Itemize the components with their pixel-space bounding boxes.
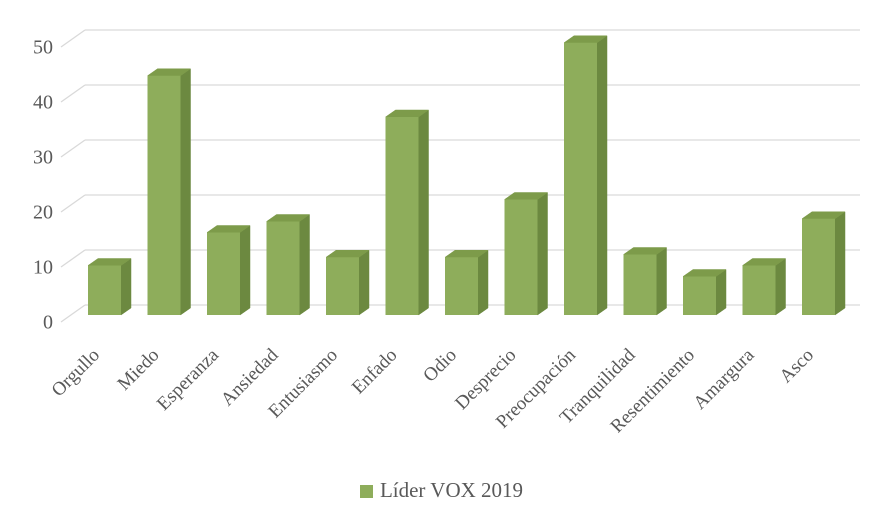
bar-side-face <box>596 35 608 316</box>
bar-side-face <box>239 225 251 316</box>
x-axis-label-Amargura: Amargura <box>689 344 758 413</box>
bar-Miedo <box>146 68 192 316</box>
bar-Asco <box>801 211 846 316</box>
bar-front-face <box>88 265 121 315</box>
x-axis-label-Orgullo: Orgullo <box>48 345 104 401</box>
bar-Ansiedad <box>265 214 311 316</box>
bar-side-face <box>299 214 310 316</box>
y-axis-tick-20 <box>60 194 86 213</box>
bar-Desprecio <box>503 192 549 316</box>
bar-front-face <box>207 232 240 315</box>
bar-front-face <box>385 117 419 315</box>
bar-Entusiasmo <box>325 249 370 316</box>
bar-front-face <box>266 221 300 315</box>
y-axis-tick-30 <box>60 139 86 158</box>
bar-side-face <box>834 211 846 316</box>
y-axis-label-0: 0 <box>43 312 53 334</box>
y-axis-label-20: 20 <box>33 202 53 224</box>
bar-Resentimiento <box>682 269 727 316</box>
bar-front-face <box>564 42 597 315</box>
bar-side-face <box>537 192 548 316</box>
bar-Tranquilidad <box>622 247 668 316</box>
bar-front-face <box>742 265 776 315</box>
bar-side-face <box>656 247 667 316</box>
legend-series-label: Líder VOX 2019 <box>379 478 524 502</box>
bar-side-face <box>477 249 489 316</box>
y-axis-label-10: 10 <box>33 257 53 279</box>
bar-front-face <box>445 257 478 315</box>
bar-Preocupación <box>563 35 608 316</box>
x-axis-label-Asco: Asco <box>776 345 818 387</box>
bar-side-face <box>418 109 429 316</box>
y-axis-tick-10 <box>60 249 86 268</box>
bar-side-face <box>775 258 786 316</box>
y-axis-tick-40 <box>60 84 86 103</box>
x-axis-label-Miedo: Miedo <box>114 345 164 395</box>
y-axis-label-40: 40 <box>33 92 53 114</box>
y-axis-label-30: 30 <box>33 147 53 169</box>
bar-front-face <box>504 199 538 315</box>
bar-Esperanza <box>206 225 251 316</box>
bar-Odio <box>444 249 489 316</box>
x-axis-label-Enfado: Enfado <box>348 345 402 399</box>
legend-swatch-icon <box>359 485 373 498</box>
x-axis-label-Odio: Odio <box>419 345 461 387</box>
bar-side-face <box>358 249 370 316</box>
bar-side-face <box>715 269 727 316</box>
bar-front-face <box>326 257 359 315</box>
bar-front-face <box>623 254 657 315</box>
bar-front-face <box>147 75 181 315</box>
bar-side-face <box>120 258 132 316</box>
bar-side-face <box>180 68 191 316</box>
bar-Enfado <box>384 109 430 316</box>
y-axis-tick-50 <box>60 29 86 48</box>
legend: Líder VOX 2019 <box>0 478 883 503</box>
y-axis-tick-0 <box>60 304 86 323</box>
bar-Amargura <box>741 258 787 316</box>
bar-front-face <box>683 276 716 315</box>
x-axis-label-Esperanza: Esperanza <box>153 344 223 414</box>
y-axis-label-50: 50 <box>33 37 53 59</box>
bar-front-face <box>802 218 835 315</box>
bar-Orgullo <box>87 258 132 316</box>
